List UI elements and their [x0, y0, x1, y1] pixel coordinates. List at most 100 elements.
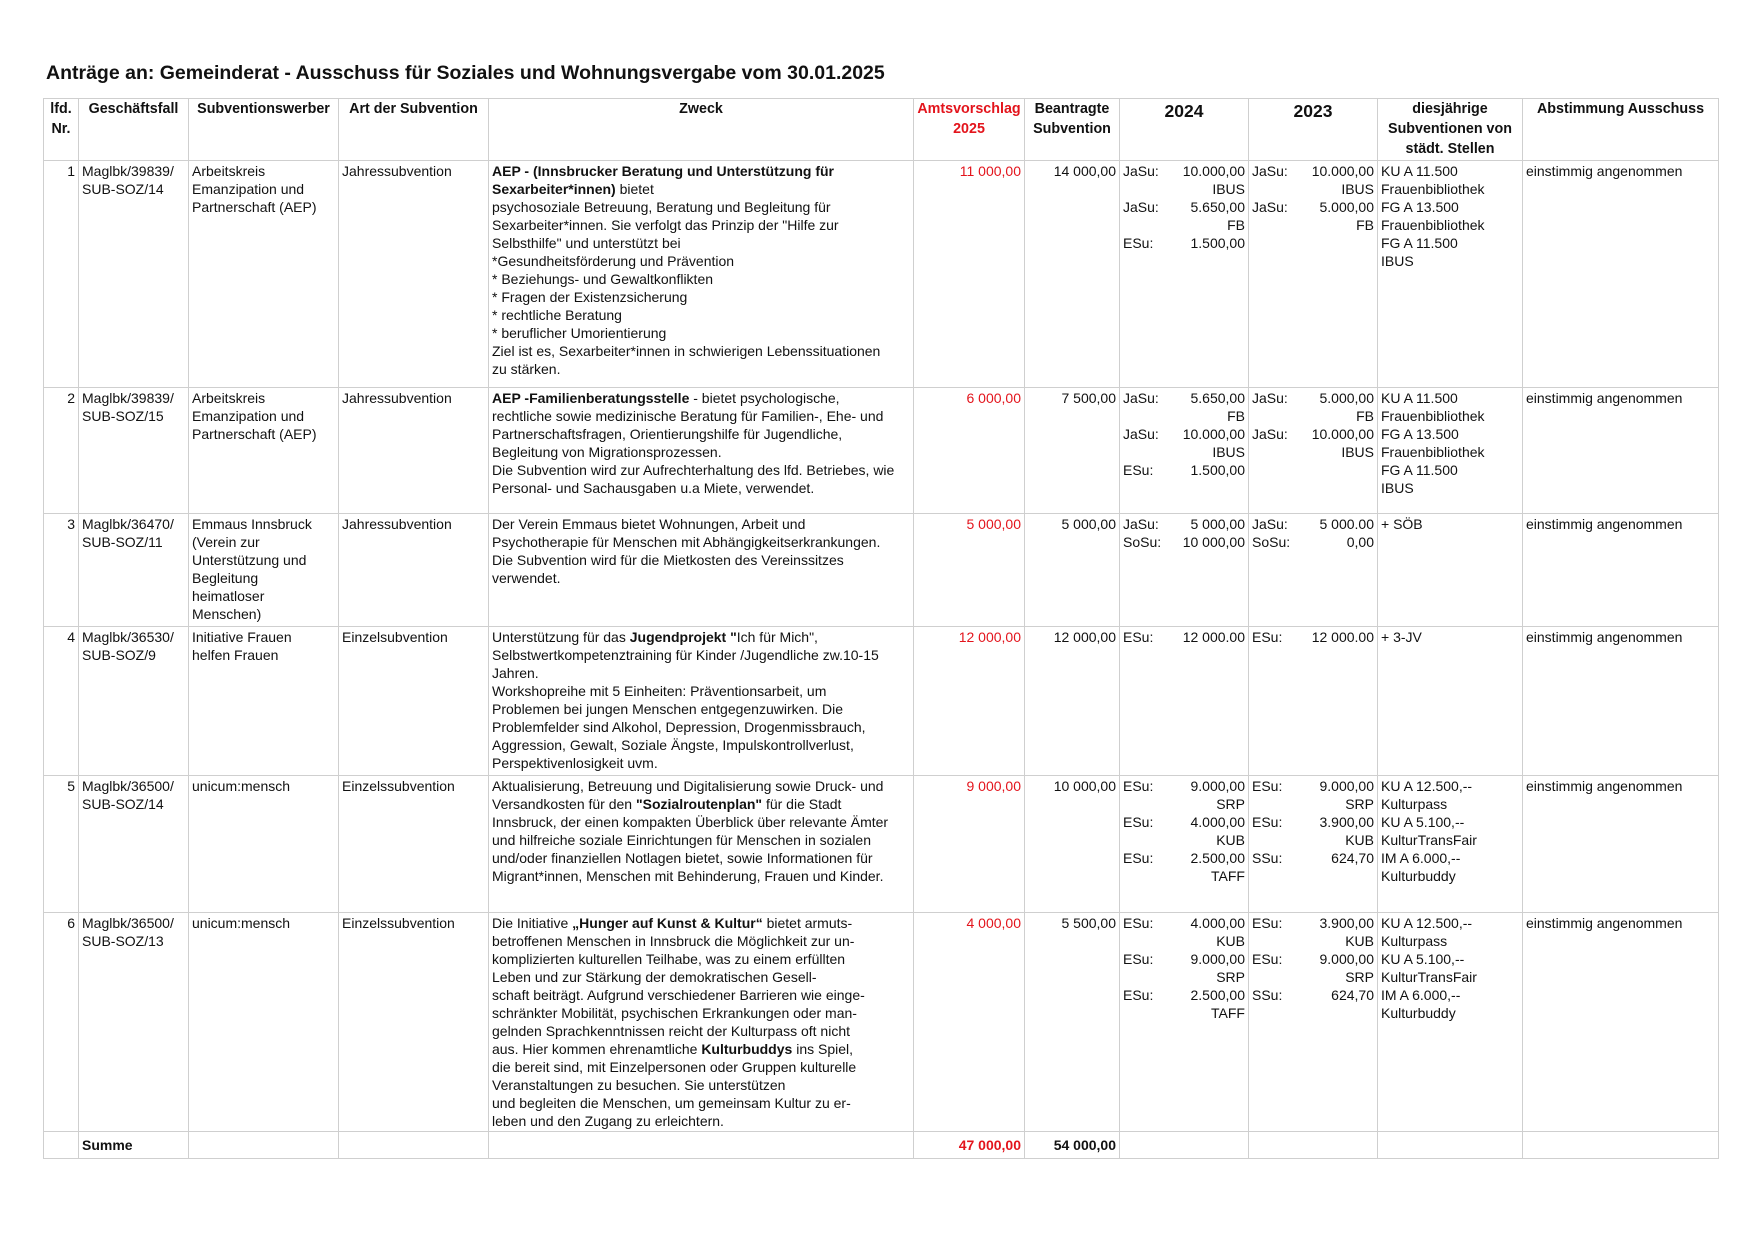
cell-abstimmung: einstimmig angenommen [1522, 775, 1719, 913]
text-line: KulturTransFair [1381, 969, 1477, 985]
text-line [1123, 407, 1171, 425]
cell-zweck: Der Verein Emmaus bietet Wohnungen, Arbe… [488, 513, 914, 627]
text-line: Veranstaltungen zu besuchen. Sie unterst… [492, 1077, 786, 1093]
text-line: SUB-SOZ/14 [82, 181, 164, 197]
cell-subventionswerber: Arbeitskreis Emanzipation und Partnerschaf… [188, 160, 339, 388]
text-line: Perspektivenlosigkeit uvm. [492, 755, 658, 771]
cell-2024-type: JaSu: JaSu: ESu: [1119, 387, 1174, 514]
text-line: Jahren. [492, 665, 539, 681]
text-line: JaSu: [1252, 390, 1288, 406]
cell-amtsvorschlag: 4 000,00 [913, 912, 1025, 1132]
cell-beantragt: 5 000,00 [1024, 513, 1120, 627]
text-line: Nr. [51, 121, 71, 137]
text-line: ESu: [1123, 629, 1154, 645]
text-line [1252, 932, 1300, 950]
text-line: heimatloser [192, 588, 265, 604]
cell-2024-amount: 12 000.00 [1173, 626, 1249, 776]
cell-2024-type: ESu: ESu: ESu: [1119, 775, 1174, 913]
text-line: Arbeitskreis [192, 390, 266, 406]
text-line: Frauenbibliothek [1381, 181, 1485, 197]
cell-subventionswerber: unicum:mensch [188, 912, 339, 1132]
cell-geschaeftsfall: Maglbk/39839/SUB-SOZ/14 [78, 160, 189, 388]
text-line: ESu: [1123, 951, 1154, 967]
cell-amtsvorschlag: 5 000,00 [913, 513, 1025, 627]
text-line: * beruflicher Umorientierung [492, 325, 667, 341]
text-line: ESu: [1123, 915, 1154, 931]
cell-empty [1522, 1131, 1719, 1159]
text-line: JaSu: [1123, 426, 1159, 442]
cell-nr: 6 [43, 912, 79, 1132]
text-line: 4.000,00 [1190, 814, 1246, 830]
cell-subventionswerber: Initiative Frauen helfen Frauen [188, 626, 339, 776]
text-line [1252, 831, 1300, 849]
text-line: städt. Stellen [1405, 141, 1495, 157]
text-line: Kulturpass [1381, 933, 1448, 949]
summe-amtsvorschlag: 47 000,00 [913, 1131, 1025, 1159]
text-line: IBUS [1212, 181, 1245, 197]
text-line [1252, 407, 1300, 425]
text-line: 4.000,00 [1190, 915, 1246, 931]
header-2024: 2024 [1119, 98, 1249, 161]
cell-subventionswerber: Arbeitskreis Emanzipation und Partnerschaf… [188, 387, 339, 514]
text-segment: Unterstützung für das [492, 629, 630, 645]
text-line: unicum:mensch [192, 915, 291, 931]
text-line: 624,70 [1331, 987, 1374, 1003]
cell-2023-amount: 3.900,00 KUB 9.000,00 SRP 624,70 [1302, 912, 1378, 1132]
cell-abstimmung: einstimmig angenommen [1522, 513, 1719, 627]
bold-text: "Sozialroutenplan" [636, 796, 763, 812]
text-line [1123, 932, 1171, 950]
text-line: Maglbk/36470/ [82, 516, 174, 532]
text-line: KUB [1216, 832, 1245, 848]
cell-amtsvorschlag: 9 000,00 [913, 775, 1025, 913]
text-line: IBUS [1212, 444, 1245, 460]
text-line: Die Initiative „Hunger auf Kunst & Kultu… [492, 914, 910, 932]
text-line: 5.000,00 [1319, 390, 1375, 406]
text-line: Ziel ist es, Sexarbeiter*innen in schwie… [492, 343, 881, 359]
text-line: Aggression, Gewalt, Soziale Ängste, Impu… [492, 737, 854, 753]
text-line: 9.000,00 [1319, 951, 1375, 967]
cell-2023-type: JaSu: JaSu: [1248, 160, 1303, 388]
text-line: IBUS [1341, 181, 1374, 197]
text-line: psychosoziale Betreuung, Beratung und Be… [492, 199, 831, 215]
cell-diesjaehrige: + 3-JV [1377, 626, 1523, 776]
text-line: JaSu: [1252, 163, 1288, 179]
text-line: Personal- und Sachausgaben u.a Miete, ve… [492, 480, 815, 496]
cell-diesjaehrige: KU A 12.500,-- Kulturpass KU A 5.100,-- Kul… [1377, 775, 1523, 913]
text-line: 1.500,00 [1190, 462, 1246, 478]
text-line: ESu: [1123, 987, 1154, 1003]
text-line: gelnden Sprachkenntnissen reicht der Kul… [492, 1023, 850, 1039]
text-line: und hilfreiche soziale Einrichtungen für… [492, 832, 871, 848]
bold-text: AEP - (Innsbrucker Beratung und Unterstü… [492, 163, 834, 179]
text-line: 1.500,00 [1190, 235, 1246, 251]
text-line: ESu: [1123, 814, 1154, 830]
text-line: Subvention [1033, 121, 1111, 137]
cell-geschaeftsfall: Maglbk/39839/SUB-SOZ/15 [78, 387, 189, 514]
text-line: + 3-JV [1381, 629, 1422, 645]
text-line: SRP [1345, 969, 1374, 985]
page-title: Anträge an: Gemeinderat - Ausschuss für … [46, 62, 885, 84]
text-line: Arbeitskreis [192, 163, 266, 179]
text-segment: Die Initiative [492, 915, 573, 931]
cell-empty [338, 1131, 489, 1159]
text-line: KUB [1345, 933, 1374, 949]
cell-2024-amount: 10.000,00 IBUS 5.650,00 FB 1.500,00 [1173, 160, 1249, 388]
cell-amtsvorschlag: 12 000,00 [913, 626, 1025, 776]
text-segment: - bietet psychologische, [689, 390, 840, 406]
text-line: Subventionen von [1388, 121, 1512, 137]
cell-empty [1119, 1131, 1174, 1159]
text-line: 2.500,00 [1190, 850, 1246, 866]
text-line: verwendet. [492, 570, 561, 586]
bold-text: Jugendprojekt " [629, 629, 737, 645]
text-line: JaSu: [1123, 199, 1159, 215]
header-beantragt: Beantragte Subvention [1024, 98, 1120, 161]
text-line: Partnerschaftsfragen, Orientierungshilfe… [492, 426, 843, 442]
cell-abstimmung: einstimmig angenommen [1522, 160, 1719, 388]
text-line: ESu: [1252, 951, 1283, 967]
table-row: 3 Maglbk/36470/SUB-SOZ/11 Emmaus Innsbruck… [43, 513, 1719, 627]
text-line: die bereit sind, mit Einzelpersonen oder… [492, 1059, 857, 1075]
text-line: SUB-SOZ/14 [82, 796, 164, 812]
summe-row: Summe 47 000,00 54 000,00 [43, 1131, 1719, 1159]
cell-geschaeftsfall: Maglbk/36500/SUB-SOZ/14 [78, 775, 189, 913]
cell-diesjaehrige: KU A 11.500 Frauenbibliothek FG A 13.500 Fr… [1377, 387, 1523, 514]
header-nr: lfd. Nr. [43, 98, 79, 161]
